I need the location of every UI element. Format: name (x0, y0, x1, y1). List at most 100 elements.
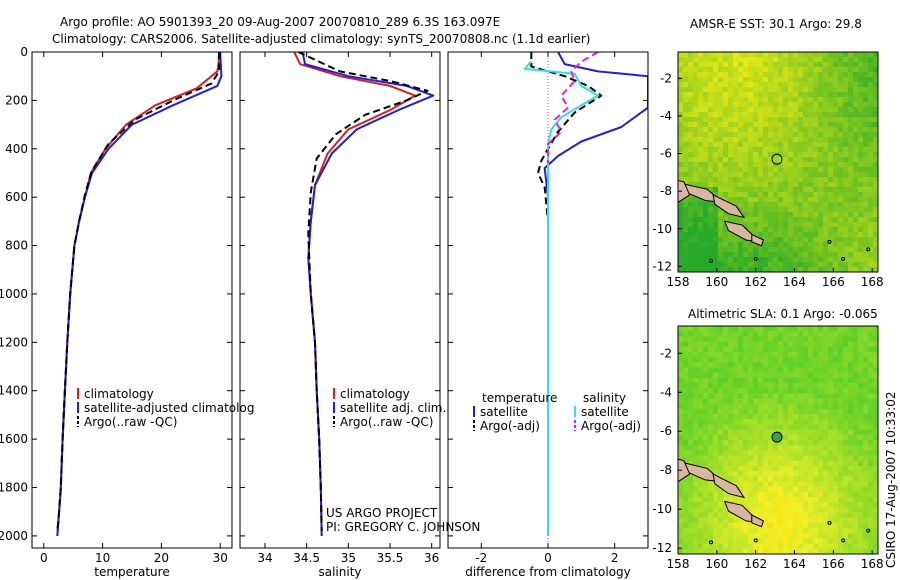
map-cell (753, 481, 759, 488)
map-cell (778, 357, 784, 363)
map-cell (793, 142, 799, 148)
map-cell (803, 237, 809, 243)
map-cell (713, 157, 719, 163)
map-cell (678, 167, 684, 173)
map-cell (748, 67, 754, 73)
map-cell (763, 217, 769, 223)
map-cell (738, 383, 744, 389)
map-cell (848, 377, 854, 384)
map-cell (748, 424, 754, 431)
map-cell (718, 152, 724, 158)
map-cell (828, 147, 834, 153)
map-cell (833, 252, 839, 258)
map-cell (863, 127, 869, 133)
map-cell (748, 162, 754, 168)
map-cell (848, 197, 854, 203)
map-cell (818, 533, 824, 539)
map-cell (833, 533, 839, 539)
map-cell (868, 77, 874, 83)
map-cell (823, 237, 829, 243)
map-cell (713, 132, 719, 138)
map-cell (788, 262, 794, 268)
map-cell (813, 102, 819, 108)
map-cell (788, 222, 794, 228)
map-cell (753, 440, 759, 446)
map-cell (758, 82, 764, 88)
map-cell (873, 517, 878, 524)
map-cell (678, 232, 684, 238)
map-cell (838, 177, 844, 183)
map-cell (678, 142, 684, 148)
map-cell (748, 207, 754, 213)
y-tick-label: -2 (660, 346, 672, 360)
map-cell (753, 450, 759, 457)
map-cell (763, 87, 769, 93)
map-cell (798, 326, 804, 332)
map-cell (778, 419, 784, 425)
map-cell (748, 440, 754, 446)
map-cell (793, 267, 799, 272)
map-cell (683, 212, 689, 218)
map-cell (808, 262, 814, 268)
map-cell (698, 377, 704, 384)
map-cell (733, 465, 739, 472)
map-cell (823, 267, 829, 272)
map-cell (773, 377, 779, 384)
map-cell (743, 346, 749, 353)
map-cell (743, 147, 749, 153)
map-cell (813, 548, 819, 554)
map-cell (868, 222, 874, 228)
map-cell (868, 187, 874, 193)
map-cell (873, 528, 878, 534)
map-cell (853, 147, 859, 153)
map-cell (703, 72, 709, 78)
map-cell (763, 419, 769, 425)
map-cell (793, 434, 799, 441)
map-cell (868, 450, 874, 457)
map-cell (843, 351, 849, 358)
map-cell (858, 242, 864, 248)
map-cell (808, 424, 814, 431)
map-cell (823, 52, 829, 58)
map-cell (703, 512, 709, 519)
map-cell (688, 429, 694, 436)
map-cell (838, 383, 844, 389)
map-cell (803, 424, 809, 431)
map-cell (718, 82, 724, 88)
map-cell (728, 87, 734, 93)
map-cell (733, 326, 739, 332)
map-cell (798, 82, 804, 88)
map-cell (708, 117, 714, 123)
map-cell (688, 92, 694, 98)
map-cell (793, 97, 799, 103)
map-cell (728, 127, 734, 133)
map-cell (793, 398, 799, 405)
map-cell (848, 445, 854, 451)
map-cell (763, 465, 769, 472)
map-cell (713, 142, 719, 148)
map-cell (823, 92, 829, 98)
map-cell (808, 162, 814, 168)
map-cell (828, 102, 834, 108)
map-cell (738, 388, 744, 394)
map-cell (693, 267, 699, 272)
map-cell (803, 267, 809, 272)
map-cell (823, 137, 829, 143)
map-cell (698, 232, 704, 238)
map-cell (868, 122, 874, 128)
map-cell (783, 528, 789, 534)
map-cell (773, 471, 779, 477)
y-tick-label: -6 (660, 147, 672, 161)
map-cell (763, 497, 769, 503)
map-cell (838, 232, 844, 238)
map-cell (823, 102, 829, 108)
map-cell (708, 157, 714, 163)
map-cell (808, 341, 814, 348)
map-cell (863, 97, 869, 103)
map-cell (858, 257, 864, 263)
map-cell (718, 137, 724, 143)
map-cell (818, 242, 824, 248)
map-cell (708, 177, 714, 183)
map-cell (778, 341, 784, 348)
map-cell (743, 132, 749, 138)
